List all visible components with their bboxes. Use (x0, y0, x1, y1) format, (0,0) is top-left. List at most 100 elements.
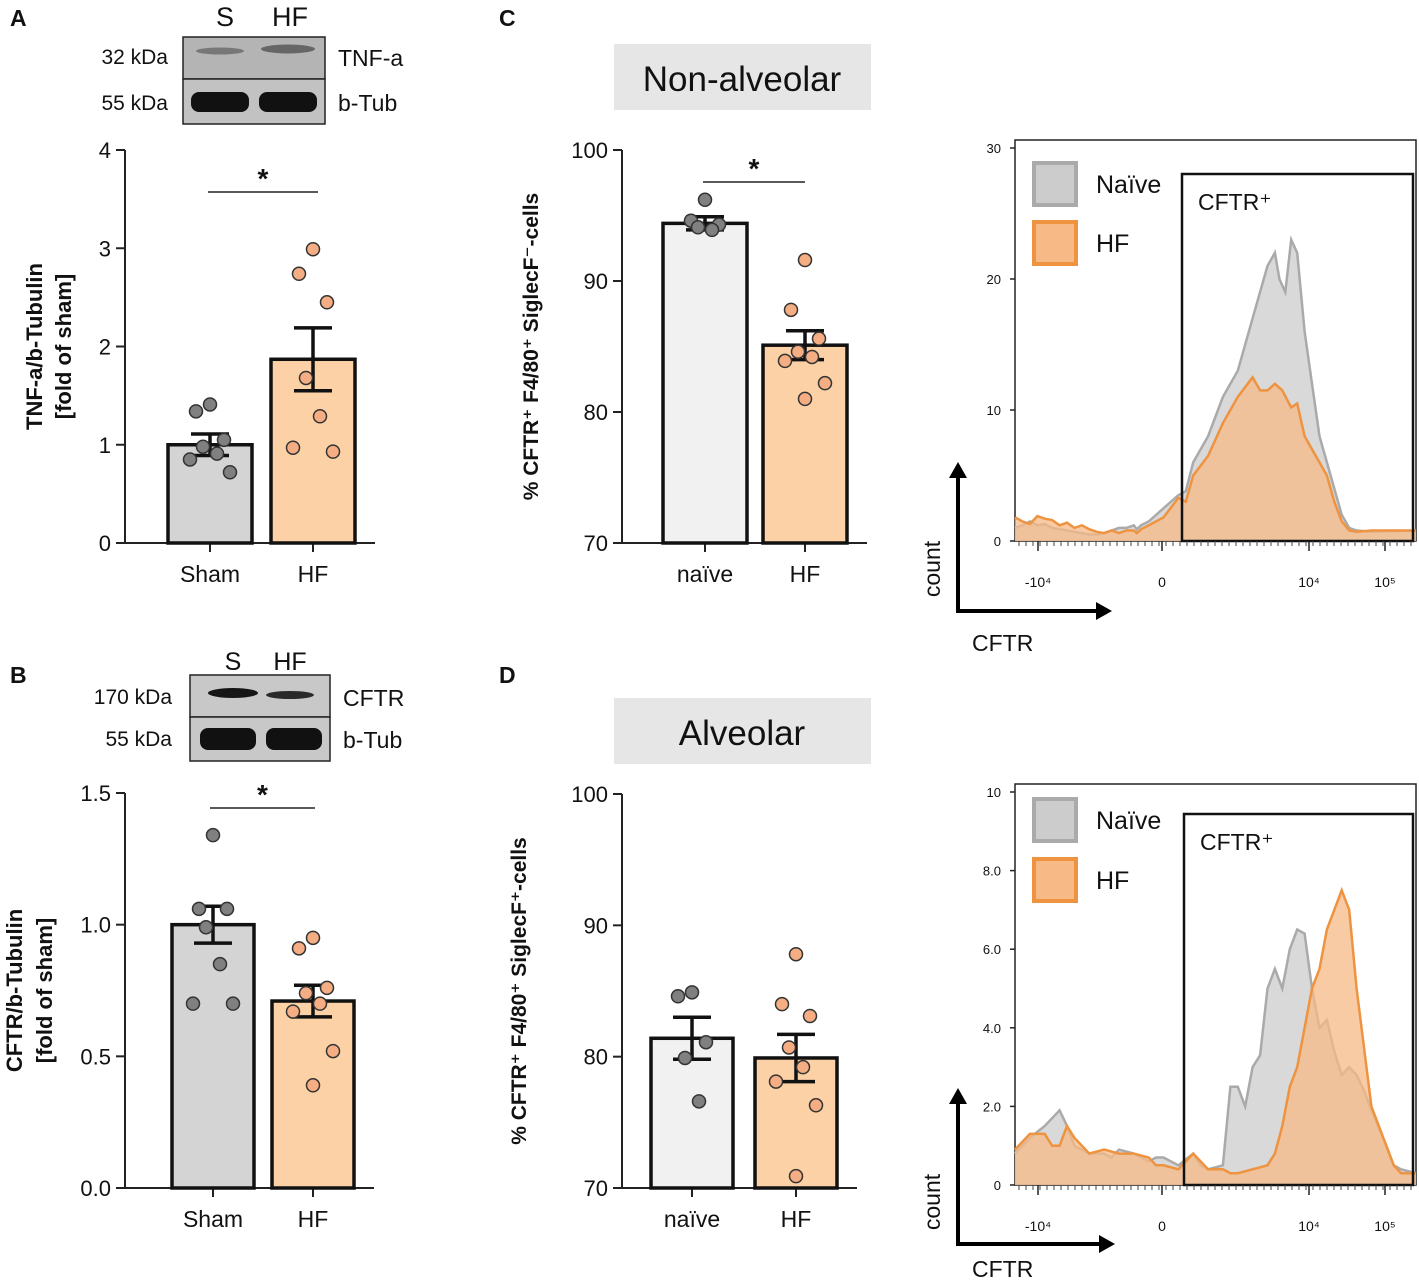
y-tick-label: 100 (571, 138, 608, 163)
data-point (777, 353, 793, 369)
data-point (198, 920, 214, 935)
blot-b-protein-1: CFTR (343, 685, 404, 711)
western-blot-a (182, 36, 326, 125)
hist-x-axis-label: CFTR (972, 630, 1033, 656)
data-point (312, 409, 328, 424)
data-point (298, 985, 314, 1001)
blot-b-lane-hf: HF (273, 648, 306, 676)
hist-y-tick-label: 8.0 (983, 864, 1001, 879)
data-point (291, 941, 307, 956)
data-point (797, 391, 813, 407)
count-arrow-head (949, 1088, 967, 1104)
hist-x-tick-label: 10⁴ (1298, 1218, 1320, 1234)
bar-hf (753, 1056, 839, 1190)
data-point (305, 241, 321, 257)
legend-swatch-naive (1032, 797, 1078, 843)
y-tick-label: 80 (584, 400, 608, 425)
y-tick-label: 1.5 (80, 781, 111, 806)
hist-x-tick-label: 10⁴ (1298, 574, 1320, 590)
bar-chart-c: 70 80 90 100 naïve HF * % CFTR⁺ F4/80⁺ SiglecF⁻… (520, 138, 867, 587)
data-point (781, 1040, 797, 1055)
legend-swatch-naive (1032, 161, 1078, 207)
significance-star: * (257, 779, 268, 810)
data-point (222, 465, 238, 480)
x-tick-label: HF (298, 561, 329, 587)
panel-title-d: Alveolar (679, 714, 806, 753)
x-tick-label: HF (790, 561, 821, 587)
data-point (205, 827, 221, 843)
data-point (319, 980, 335, 996)
data-point (202, 397, 218, 412)
bar-chart-a: 0 1 2 3 4 Sham HF * TNF-a/b-Tubulin [fold of sham… (22, 138, 375, 587)
blot-a-protein-2: b-Tub (338, 90, 397, 116)
data-point (698, 1034, 714, 1050)
hist-y-tick-label: 4.0 (983, 1021, 1001, 1036)
data-point (795, 1059, 811, 1075)
hist-x-tick-label: 10⁵ (1374, 1218, 1395, 1234)
data-point (691, 1094, 707, 1109)
bar-control (649, 1036, 735, 1190)
panel-label-d: D (499, 662, 516, 688)
data-point (811, 331, 827, 346)
y-axis-label-line2: [fold of sham] (32, 918, 57, 1063)
hist-x-axis-label: CFTR (972, 1256, 1033, 1282)
data-point (216, 432, 232, 448)
data-point (185, 996, 201, 1011)
hist-y-tick-label: 20 (987, 272, 1001, 287)
data-point (305, 930, 321, 946)
gate-label: CFTR⁺ (1200, 829, 1273, 855)
hist-x-tick-label: -10⁴ (1025, 574, 1051, 590)
data-point (684, 985, 700, 1000)
data-point (677, 1050, 693, 1066)
legend-label-hf: HF (1096, 867, 1129, 895)
y-axis-label: TNF-a/b-Tubulin (22, 263, 47, 430)
y-axis-label: % CFTR⁺ F4/80⁺ SiglecF⁺-cells (508, 837, 531, 1145)
blot-b-mw-2: 55 kDa (105, 728, 172, 751)
y-axis-label-line2: [fold of sham] (51, 274, 76, 419)
x-tick-label: HF (298, 1206, 329, 1232)
y-axis-label: % CFTR⁺ F4/80⁺ SiglecF⁻-cells (520, 193, 543, 501)
panel-a: A S HF 32 kDa 55 kDa TNF-a b-Tub 0 1 2 3 4 Sh… (10, 2, 403, 587)
data-point (788, 946, 804, 962)
bar-chart-b: 0.0 0.5 1.0 1.5 Sham HF * CFTR/b-Tubulin [fold o… (2, 779, 374, 1232)
gate-label: CFTR⁺ (1198, 189, 1271, 215)
data-point (804, 349, 820, 365)
y-tick-label: 0 (99, 531, 111, 556)
panel-b: B S HF 170 kDa 55 kDa CFTR b-Tub 0.0 0.5 1… (2, 648, 404, 1232)
title-box-c (614, 44, 871, 110)
data-point (182, 452, 198, 467)
data-point (319, 295, 335, 310)
y-tick-label: 100 (571, 782, 608, 807)
cftr-gate (1180, 172, 1415, 543)
hf-series-line (1014, 886, 1416, 1175)
data-point (209, 446, 225, 461)
panel-label-c: C (499, 5, 516, 31)
significance-star: * (749, 153, 760, 184)
panel-title-c: Non-alveolar (643, 60, 842, 99)
data-point (291, 266, 307, 282)
data-point (219, 901, 235, 917)
y-tick-label: 80 (584, 1045, 608, 1070)
hist-x-tick-label: 0 (1158, 1218, 1166, 1234)
blot-b-protein-2: b-Tub (343, 727, 402, 753)
panel-label-a: A (10, 5, 27, 31)
data-point (774, 996, 790, 1012)
data-point (225, 996, 241, 1011)
data-point (188, 404, 204, 419)
data-point (704, 222, 720, 238)
data-point (325, 444, 341, 459)
hf-series-area (1015, 890, 1416, 1185)
data-point (285, 1004, 301, 1019)
bar-control (661, 221, 749, 545)
data-point (768, 1074, 784, 1089)
x-tick-label: HF (781, 1206, 812, 1232)
blot-a-mw-1: 32 kDa (101, 46, 168, 69)
blot-b-mw-1: 170 kDa (94, 686, 173, 709)
hist-x-tick-label: 10⁵ (1374, 574, 1395, 590)
blot-a-protein-1: TNF-a (338, 45, 403, 71)
data-point (697, 192, 713, 208)
y-tick-label: 70 (584, 531, 608, 556)
data-point (195, 439, 211, 454)
